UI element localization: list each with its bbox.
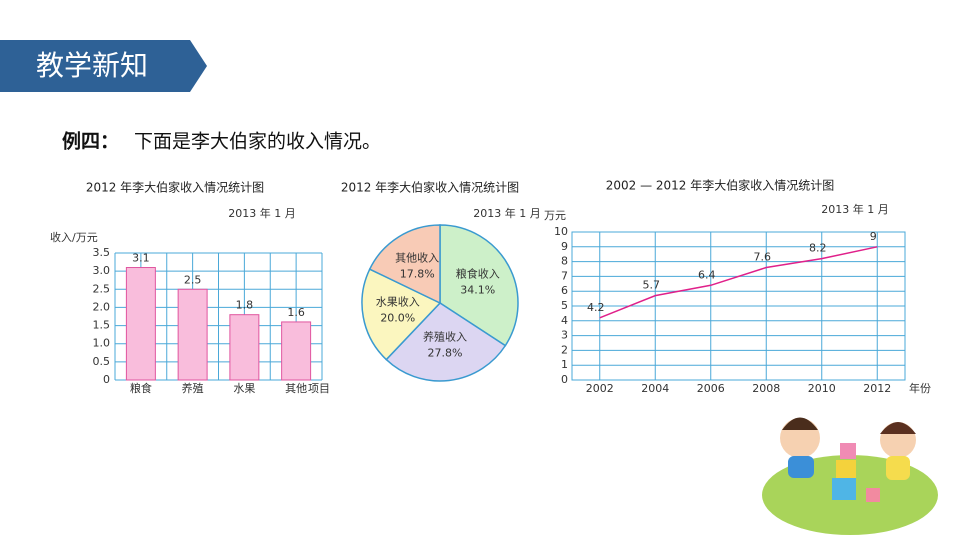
slice-label: 粮食收入: [456, 267, 500, 281]
value-label: 7.6: [754, 251, 772, 264]
x-tick-label: 2006: [697, 382, 725, 395]
slice-label: 养殖收入: [423, 330, 467, 344]
bar: [125, 267, 156, 381]
value-label: 8.2: [809, 242, 827, 255]
pie-slice: [385, 302, 507, 382]
x-tick-label: 水果: [233, 382, 255, 395]
pie-slice: [368, 224, 441, 305]
value-label: 2.5: [184, 273, 202, 286]
chart-subtitle: 2013 年 1 月: [228, 206, 295, 220]
illustration: [762, 417, 938, 535]
y-tick-label: 0: [561, 373, 568, 386]
y-tick-label: 3: [561, 329, 568, 342]
y-tick-label: 2.0: [93, 300, 111, 313]
y-tick-label: 1.5: [93, 319, 111, 332]
x-tick-label: 2008: [752, 382, 780, 395]
y-tick-label: 9: [561, 240, 568, 253]
slice-value: 20.0%: [380, 312, 415, 325]
y-tick-label: 10: [554, 225, 568, 238]
chart-title: 2012 年李大伯家收入情况统计图: [341, 180, 519, 195]
x-tick-label: 2010: [808, 382, 836, 395]
y-tick-label: 2: [561, 343, 568, 356]
value-label: 5.7: [643, 279, 661, 292]
y-tick-label: 4: [561, 314, 568, 327]
x-tick-label: 粮食: [130, 381, 152, 395]
x-axis-label: 年份: [909, 381, 931, 395]
x-tick-label: 养殖: [182, 381, 204, 395]
value-label: 9: [870, 230, 877, 243]
y-tick-label: 5: [561, 299, 568, 312]
value-label: 1.8: [236, 299, 254, 312]
bar: [177, 288, 208, 381]
chart-subtitle: 2013 年 1 月: [821, 202, 888, 216]
y-tick-label: 2.5: [93, 282, 111, 295]
y-tick-label: 8: [561, 255, 568, 268]
y-tick-label: 1: [561, 358, 568, 371]
slice-label: 其他收入: [395, 251, 439, 265]
chart-subtitle: 2013 年 1 月: [473, 206, 540, 220]
chart-title: 2012 年李大伯家收入情况统计图: [86, 180, 264, 195]
bar: [229, 314, 260, 381]
slice-value: 17.8%: [400, 268, 435, 281]
x-axis-label: 项目: [308, 382, 330, 395]
header-title: 教学新知: [36, 49, 148, 82]
y-tick-label: 0.5: [93, 355, 111, 368]
value-label: 4.2: [587, 301, 605, 314]
x-tick-label: 2012: [863, 382, 891, 395]
y-tick-label: 7: [561, 269, 568, 282]
pie-slice: [361, 268, 442, 361]
x-tick-label: 2002: [586, 382, 614, 395]
value-label: 3.1: [132, 252, 150, 265]
example-label: 例四：: [62, 130, 119, 153]
slice-value: 27.8%: [428, 347, 463, 360]
x-tick-label: 其他: [285, 382, 307, 395]
slice-label: 水果收入: [376, 295, 420, 309]
value-label: 1.6: [287, 306, 305, 319]
y-tick-label: 6: [561, 284, 568, 297]
chart-title: 2002 — 2012 年李大伯家收入情况统计图: [606, 178, 835, 193]
y-tick-label: 1.0: [93, 337, 111, 350]
header-band: [0, 40, 207, 92]
line: [599, 246, 878, 319]
y-axis-label: 万元: [544, 209, 566, 222]
x-tick-label: 2004: [641, 382, 669, 395]
example-text: 下面是李大伯家的收入情况。: [134, 131, 381, 153]
y-tick-label: 0: [103, 373, 110, 386]
y-axis-label: 收入/万元: [50, 230, 98, 244]
slice-value: 34.1%: [460, 284, 495, 297]
value-label: 6.4: [698, 268, 716, 281]
y-tick-label: 3.5: [93, 246, 111, 259]
y-tick-label: 3.0: [93, 264, 111, 277]
bar: [281, 321, 312, 381]
